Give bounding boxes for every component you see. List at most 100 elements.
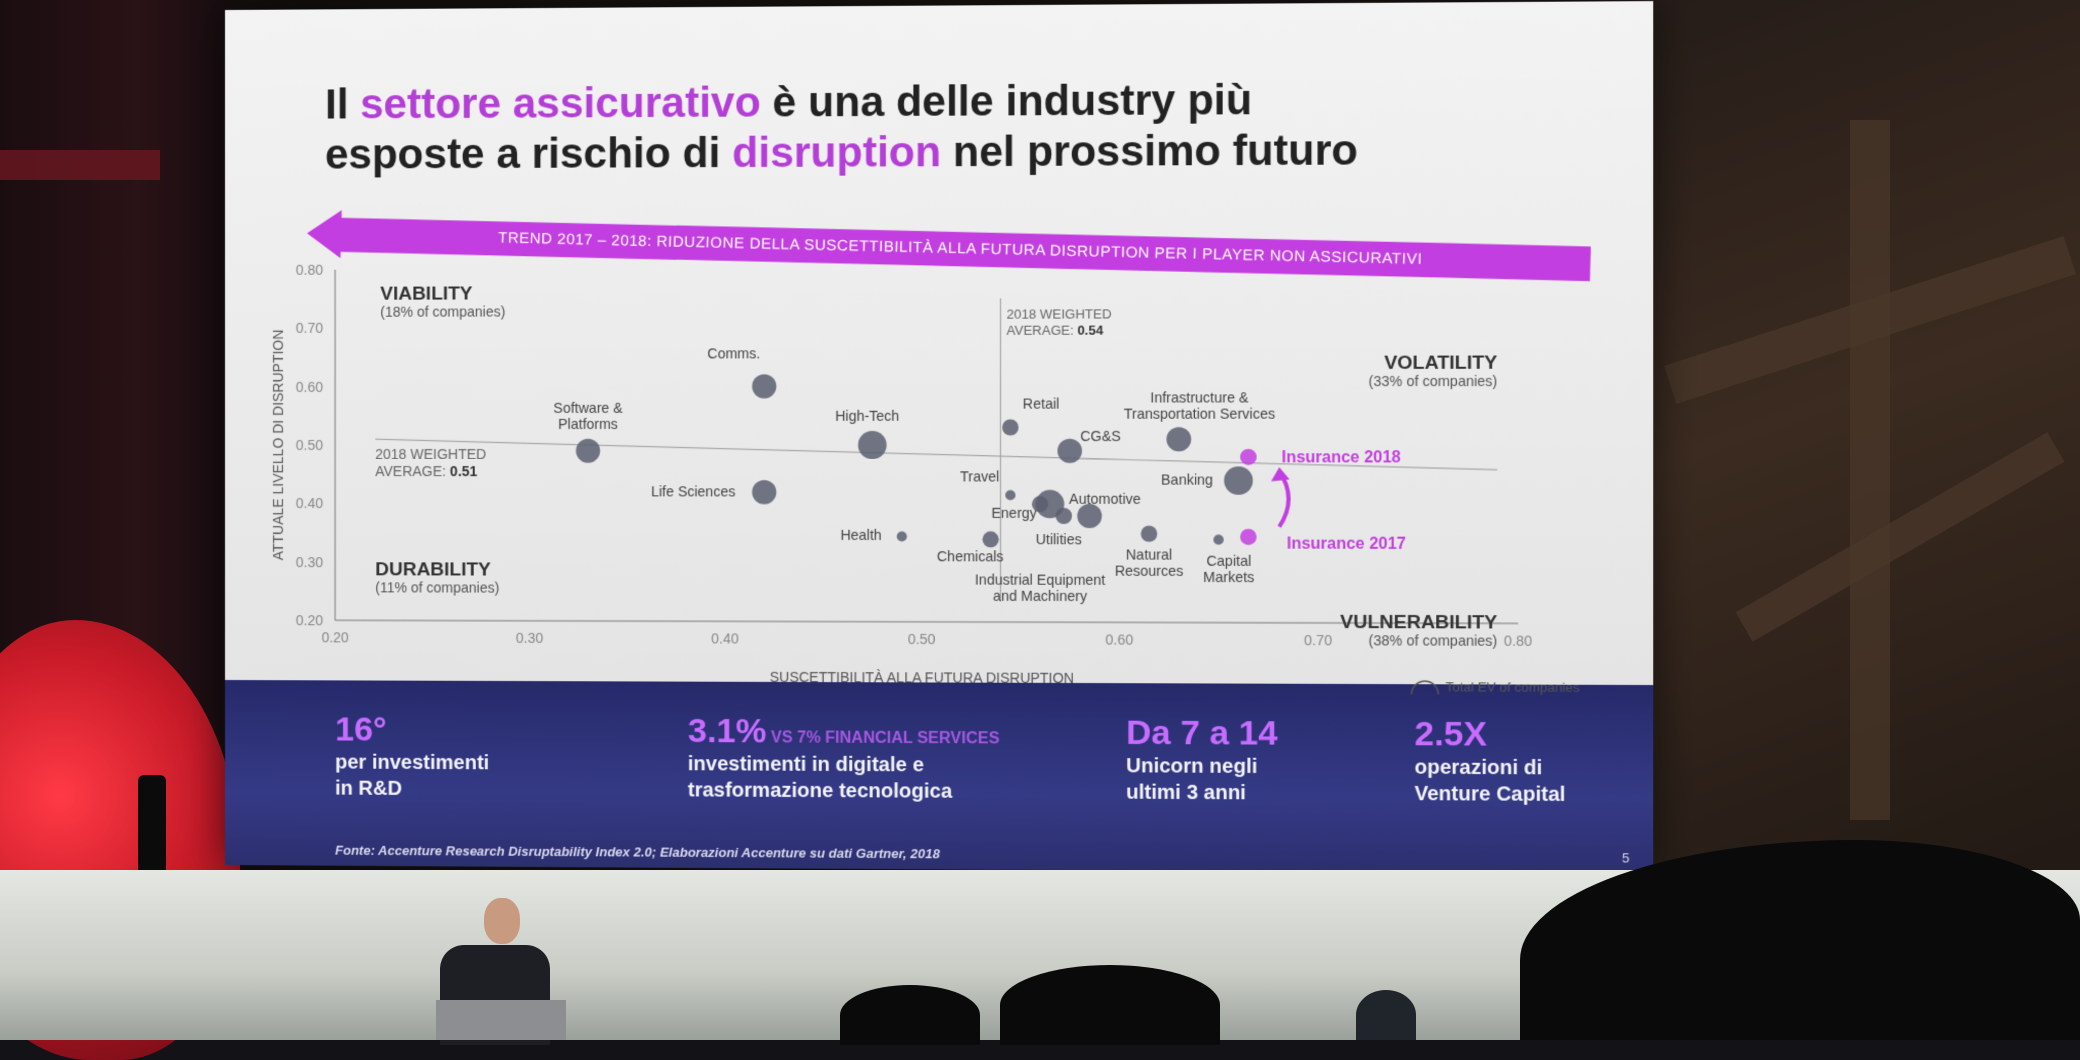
data-point xyxy=(1056,508,1072,524)
data-point xyxy=(897,531,907,541)
y-tick-label: 0.60 xyxy=(296,379,323,395)
data-point xyxy=(1077,504,1102,528)
stat-line: operazioni di xyxy=(1415,754,1566,781)
point-label: Life Sciences xyxy=(651,483,735,499)
vline-label: AVERAGE: 0.54 xyxy=(1007,323,1104,338)
stat-line: ultimi 3 anni xyxy=(1126,779,1278,806)
stat-value: 3.1% xyxy=(688,712,767,751)
point-label: High-Tech xyxy=(835,408,899,424)
data-point xyxy=(1224,466,1253,494)
stat-unicorn: Da 7 a 14 Unicorn negli ultimi 3 anni xyxy=(1126,714,1278,807)
audience-head xyxy=(1000,965,1220,1045)
x-axis-title: SUSCETTIBILITÀ ALLA FUTURA DISRUPTION xyxy=(770,669,1074,686)
arrowhead-icon xyxy=(1271,467,1290,481)
point-label: Utilities xyxy=(1036,531,1082,547)
stat-line: in R&D xyxy=(335,776,489,803)
data-point xyxy=(858,431,887,459)
title-highlight: disruption xyxy=(732,128,941,176)
point-label: Natural xyxy=(1126,547,1172,563)
point-label: Industrial Equipment xyxy=(975,572,1106,588)
point-label: and Machinery xyxy=(993,588,1087,604)
data-point xyxy=(1240,449,1256,465)
title-part: nel prossimo futuro xyxy=(941,126,1358,175)
stat-value: Da 7 a 14 xyxy=(1126,714,1278,754)
data-point xyxy=(1240,529,1256,545)
ev-legend-icon xyxy=(1411,681,1438,695)
data-point xyxy=(982,531,998,547)
vline-label: 2018 WEIGHTED xyxy=(1007,306,1112,321)
quadrant-subtitle: (33% of companies) xyxy=(1369,373,1498,389)
point-label: Capital xyxy=(1206,553,1251,569)
y-tick-label: 0.30 xyxy=(296,554,323,570)
stat-line: investimenti in digitale e xyxy=(688,751,1000,779)
stat-vc: 2.5X operazioni di Venture Capital xyxy=(1415,715,1566,808)
data-point xyxy=(752,480,776,504)
point-label: Resources xyxy=(1115,563,1184,579)
x-tick-label: 0.50 xyxy=(908,631,936,647)
quadrant-title: VULNERABILITY xyxy=(1340,612,1497,634)
speaker-head xyxy=(484,898,520,944)
quadrant-subtitle: (18% of companies) xyxy=(380,303,505,319)
quadrant-title: DURABILITY xyxy=(375,559,491,580)
point-label: Automotive xyxy=(1069,491,1141,507)
page-number: 5 xyxy=(1622,850,1630,865)
title-highlight: settore assicurativo xyxy=(360,78,760,127)
point-label: Infrastructure & xyxy=(1150,389,1249,405)
data-point xyxy=(1032,496,1048,512)
y-tick-label: 0.20 xyxy=(296,612,323,628)
seated-person xyxy=(1356,990,1416,1040)
data-point xyxy=(1057,439,1082,463)
slide-title: Il settore assicurativo è una delle indu… xyxy=(325,74,1394,180)
point-label: Travel xyxy=(960,468,999,484)
point-label: Transportation Services xyxy=(1124,406,1275,422)
stat-sub: VS 7% FINANCIAL SERVICES xyxy=(771,729,1000,747)
quadrant-title: VOLATILITY xyxy=(1384,352,1498,373)
disruptability-scatter-chart: 0.20 0.30 0.40 0.50 0.60 0.70 0.80 0.20 0.30 0.40… xyxy=(265,256,1612,695)
stat-digital: 3.1% VS 7% FINANCIAL SERVICES investimen… xyxy=(688,712,1000,805)
point-label: Insurance 2018 xyxy=(1282,449,1401,466)
podium xyxy=(436,1000,566,1040)
x-tick-label: 0.60 xyxy=(1105,631,1133,647)
title-part: Il xyxy=(325,80,360,127)
data-point xyxy=(1005,490,1015,500)
point-label: CG&S xyxy=(1080,428,1121,444)
point-label: Software & xyxy=(553,400,623,416)
quadrant-title: VIABILITY xyxy=(380,283,473,304)
data-point xyxy=(1166,427,1191,451)
x-tick-label: 0.30 xyxy=(516,630,544,646)
stat-line: trasformazione tecnologica xyxy=(688,777,1000,805)
x-tick-label: 0.80 xyxy=(1504,633,1532,649)
audience-head xyxy=(840,985,980,1045)
point-label: Comms. xyxy=(707,345,760,361)
stat-rnd: 16° per investimenti in R&D xyxy=(335,710,489,802)
y-tick-label: 0.50 xyxy=(296,437,323,453)
stat-line: Venture Capital xyxy=(1415,781,1566,808)
data-point xyxy=(1213,535,1223,545)
point-label: Markets xyxy=(1203,569,1254,585)
y-axis-title: ATTUALE LIVELLO DI DISRUPTION xyxy=(270,330,286,561)
projection-screen: Il settore assicurativo è una delle indu… xyxy=(225,1,1653,874)
point-label: Health xyxy=(841,527,882,543)
x-tick-label: 0.70 xyxy=(1304,632,1332,648)
data-point xyxy=(1002,419,1018,435)
point-label: Retail xyxy=(1023,396,1060,412)
point-label: Energy xyxy=(991,505,1036,521)
quadrant-subtitle: (38% of companies) xyxy=(1369,632,1498,649)
quadrant-subtitle: (11% of companies) xyxy=(375,579,499,595)
stat-value: 2.5X xyxy=(1415,715,1566,755)
x-tick-label: 0.20 xyxy=(321,629,349,645)
data-point xyxy=(752,374,776,398)
point-label: Insurance 2017 xyxy=(1287,536,1406,553)
x-tick-label: 0.40 xyxy=(711,630,739,646)
stat-line: Unicorn negli xyxy=(1126,753,1278,780)
hline-label: AVERAGE: 0.51 xyxy=(375,463,477,479)
point-label: Banking xyxy=(1161,471,1213,487)
data-point xyxy=(576,439,600,463)
point-label: Platforms xyxy=(558,416,618,432)
data-point xyxy=(1141,526,1157,542)
hline-label: 2018 WEIGHTED xyxy=(375,446,486,462)
stat-line: per investimenti xyxy=(335,749,489,776)
y-tick-label: 0.80 xyxy=(296,262,323,278)
y-tick-label: 0.40 xyxy=(296,495,323,511)
legend-text: Total EV of companies xyxy=(1446,679,1581,695)
